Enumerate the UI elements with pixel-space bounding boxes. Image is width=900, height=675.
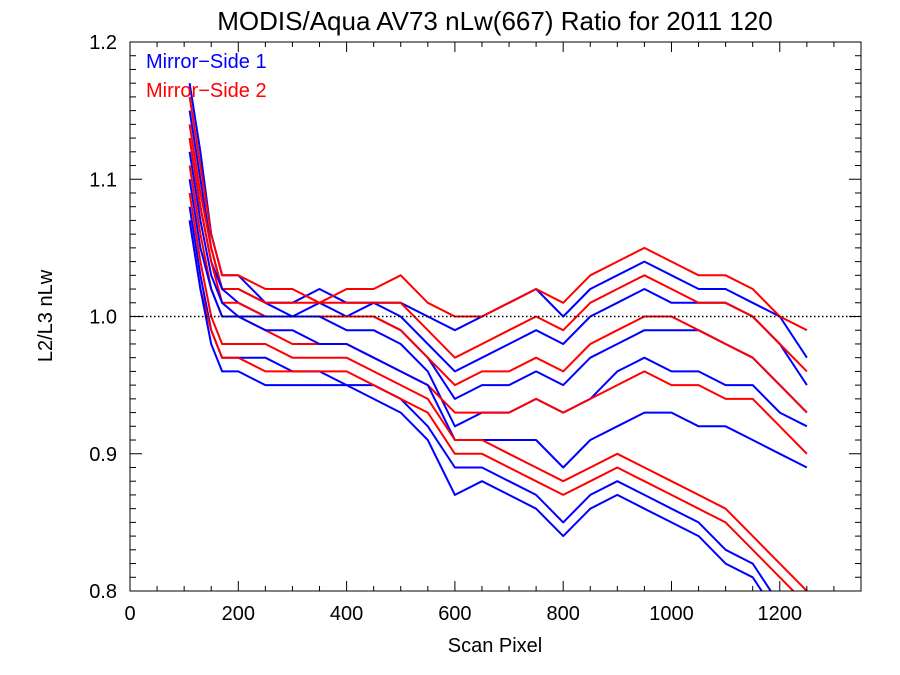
x-tick-label: 1200 [758,603,803,625]
x-tick-label: 1000 [649,603,694,625]
series-line-mirror-side-1-5 [188,206,772,591]
y-tick-label: 1.2 [89,32,117,54]
x-tick-label: 800 [546,603,579,625]
x-tick-label: 600 [438,603,471,625]
y-tick-label: 1.1 [89,169,117,191]
legend-mirror-side-1: Mirror−Side 1 [146,51,267,73]
x-axis-title: Scan Pixel [448,635,543,657]
series-layer [188,83,808,591]
series-line-mirror-side-2-12 [188,220,795,591]
x-tick-label: 0 [124,603,135,625]
x-tick-label: 400 [330,603,363,625]
x-axis: 0 200 400 600 800 1000 1200 [124,42,835,625]
y-tick-label: 0.8 [89,581,117,603]
series-line-mirror-side-2-7 [188,96,808,332]
legend-mirror-side-2: Mirror−Side 2 [146,80,267,102]
series-line-mirror-side-1-0 [188,83,808,359]
series-line-mirror-side-1-6 [188,220,763,591]
series-line-mirror-side-2-9 [188,137,808,414]
x-tick-label: 200 [222,603,255,625]
series-line-mirror-side-2-8 [188,124,808,373]
y-tick-label: 1.0 [89,307,117,329]
y-tick-label: 0.9 [89,444,117,466]
series-line-mirror-side-2-11 [188,192,808,591]
y-axis-title: L2/L3 nLw [35,269,57,362]
y-axis: 0.8 0.9 1.0 1.1 1.2 [89,32,861,603]
chart-title: MODIS/Aqua AV73 nLw(667) Ratio for 2011 … [217,6,772,36]
